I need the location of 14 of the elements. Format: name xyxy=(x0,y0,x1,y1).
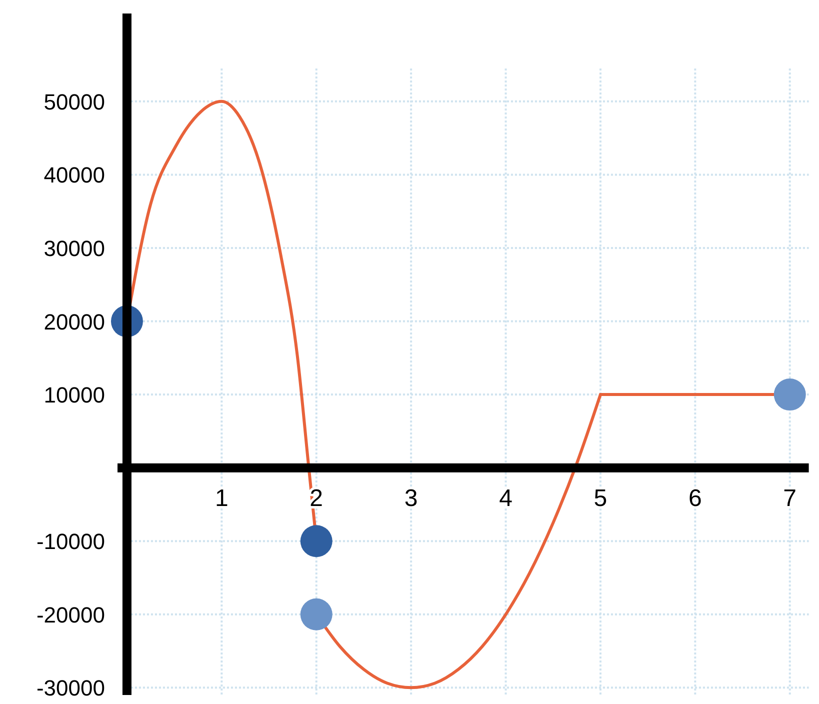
y-tick-label: -20000 xyxy=(36,602,105,628)
y-tick-label: 10000 xyxy=(44,382,105,408)
x-tick-label: 1 xyxy=(214,484,228,512)
x-tick-label: 6 xyxy=(688,484,702,512)
y-tick-label: 50000 xyxy=(44,89,105,114)
x-tick-label: 5 xyxy=(594,484,608,512)
y-tick-label: 30000 xyxy=(44,236,105,261)
x-tick-label: 7 xyxy=(783,484,797,512)
y-tick-label: -30000 xyxy=(36,676,105,701)
x-tick-label: 3 xyxy=(404,484,418,512)
y-tick-label: -10000 xyxy=(36,529,105,554)
y-tick-label: 20000 xyxy=(44,309,105,334)
y-tick-label: 40000 xyxy=(44,162,105,188)
x-tick-label: 4 xyxy=(499,484,512,512)
